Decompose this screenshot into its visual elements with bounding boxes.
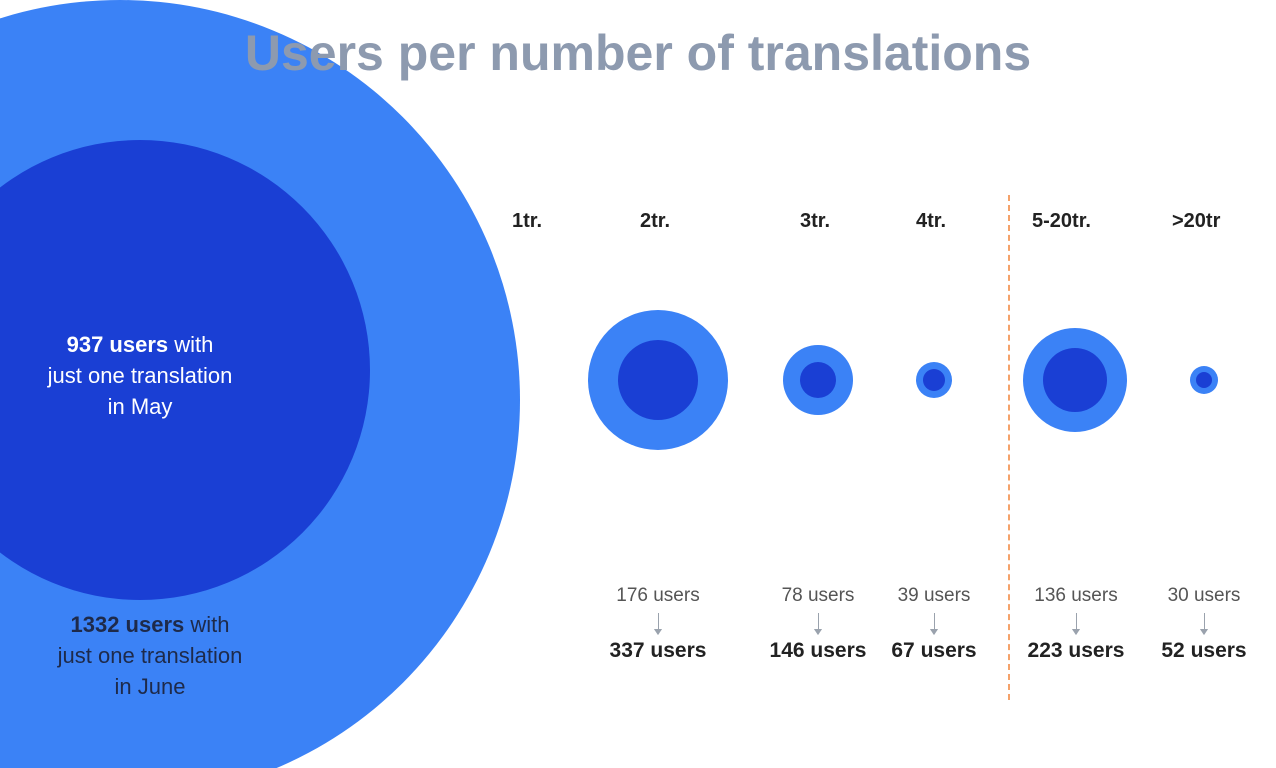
category-label-gt20: >20tr xyxy=(1172,210,1220,233)
stat-june-3tr: 146 users xyxy=(758,639,878,663)
arrow-down-icon xyxy=(1076,613,1077,629)
group-separator xyxy=(1008,195,1010,700)
category-label-3tr: 3tr. xyxy=(800,210,830,233)
stat-3tr: 78 users 146 users xyxy=(758,585,878,663)
stat-gt20: 30 users 52 users xyxy=(1150,585,1258,663)
arrow-down-icon xyxy=(934,613,935,629)
bubble-inner-gt20 xyxy=(1196,372,1212,388)
arrow-head-icon xyxy=(814,629,822,635)
main-outer-label-suffix: with xyxy=(190,612,229,637)
stat-5-20: 136 users 223 users xyxy=(1016,585,1136,663)
category-label-2tr: 2tr. xyxy=(640,210,670,233)
arrow-head-icon xyxy=(930,629,938,635)
bubble-inner-2tr xyxy=(618,340,698,420)
main-outer-label-line-3: in June xyxy=(10,672,290,703)
main-inner-label-line-3: in May xyxy=(10,392,270,423)
category-label-1tr: 1tr. xyxy=(512,210,542,233)
stat-may-3tr: 78 users xyxy=(758,585,878,607)
stat-may-4tr: 39 users xyxy=(880,585,988,607)
arrow-head-icon xyxy=(1200,629,1208,635)
arrow-head-icon xyxy=(654,629,662,635)
main-inner-label: 937 users with just one translationin May xyxy=(10,330,270,422)
category-label-5-20: 5-20tr. xyxy=(1032,210,1091,233)
stat-june-gt20: 52 users xyxy=(1150,639,1258,663)
stat-may-gt20: 30 users xyxy=(1150,585,1258,607)
arrow-down-icon xyxy=(658,613,659,629)
stat-4tr: 39 users 67 users xyxy=(880,585,988,663)
main-inner-label-strong: 937 users xyxy=(67,332,175,357)
stat-may-2tr: 176 users xyxy=(598,585,718,607)
main-inner-label-line-2: just one translation xyxy=(10,361,270,392)
main-outer-label: 1332 users with just one translationin Ju… xyxy=(10,610,290,702)
arrow-down-icon xyxy=(1204,613,1205,629)
chart-title: Users per number of translations xyxy=(0,24,1276,82)
arrow-head-icon xyxy=(1072,629,1080,635)
category-label-4tr: 4tr. xyxy=(916,210,946,233)
main-outer-label-line-2: just one translation xyxy=(10,641,290,672)
bubble-inner-5-20 xyxy=(1043,348,1107,412)
stat-june-4tr: 67 users xyxy=(880,639,988,663)
stat-may-5-20: 136 users xyxy=(1016,585,1136,607)
stat-june-2tr: 337 users xyxy=(598,639,718,663)
arrow-down-icon xyxy=(818,613,819,629)
main-outer-label-strong: 1332 users xyxy=(71,612,191,637)
main-inner-label-suffix: with xyxy=(174,332,213,357)
stat-2tr: 176 users 337 users xyxy=(598,585,718,663)
stat-june-5-20: 223 users xyxy=(1016,639,1136,663)
bubble-inner-4tr xyxy=(923,369,945,391)
bubble-inner-3tr xyxy=(800,362,836,398)
